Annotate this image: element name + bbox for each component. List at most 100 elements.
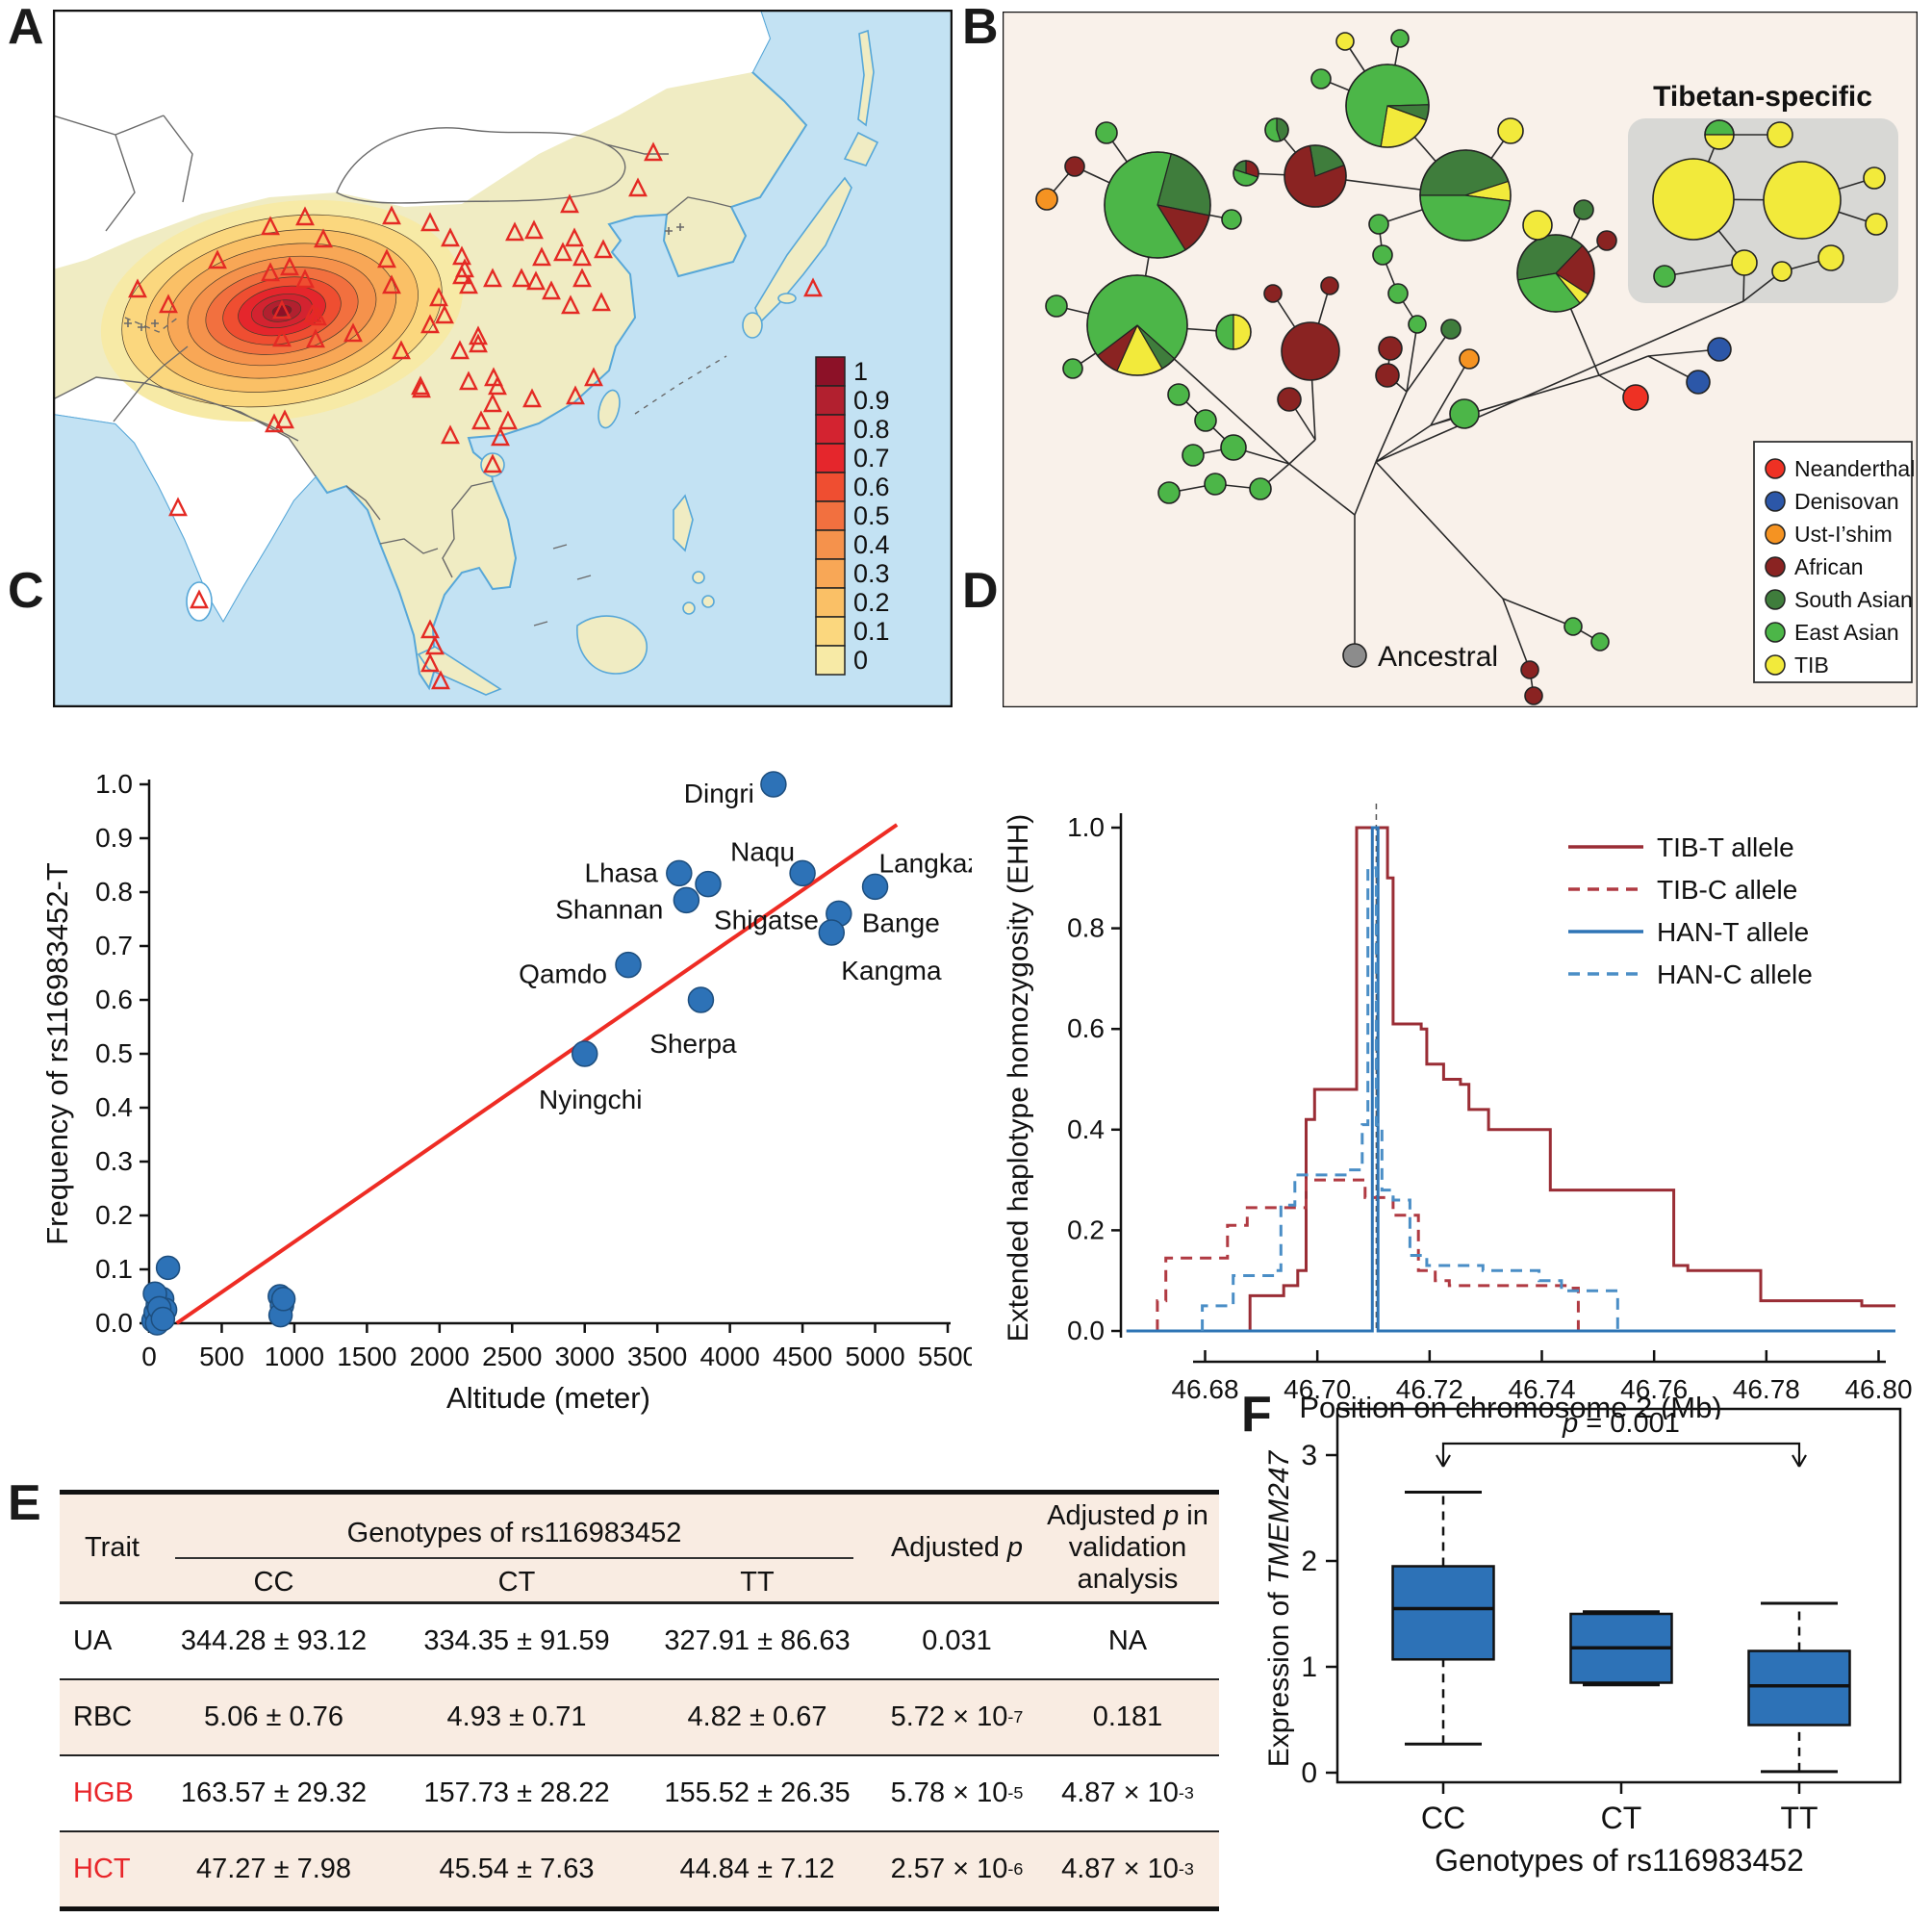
sample-site-marker [512,268,531,288]
haplotype-node-T6 [1865,213,1888,236]
sample-site-marker [303,303,322,323]
haplotype-node-y556 [1522,210,1553,241]
plot-frame [1335,1407,1902,1784]
sample-site-marker [435,304,454,324]
point-label: Naqu [730,836,795,866]
sample-site-marker [455,258,474,278]
point-label: Shannan [555,894,663,924]
sample-site-marker [459,371,478,391]
colorbar-tick-label: 0.1 [853,617,890,646]
legend-swatch-UST [1765,524,1786,545]
box-TT [1747,1601,1851,1774]
legend-label: Neanderthal [1794,456,1915,481]
sample-site-marker [450,340,470,360]
scatter-point-Lhasa [666,859,693,887]
haplotype-node-g73 [1062,358,1083,379]
scatter-point-Langkazi [861,873,889,901]
haplotype-node-g173 [1157,481,1181,504]
series-TIB-T-allele [1126,826,1895,1333]
y-tick-label: 0.4 [95,1092,133,1122]
table-row-RBC: RBC 5.06 ± 0.76 4.93 ± 0.71 4.82 ± 0.67 5.72… [60,1678,1219,1754]
y-tick-label: 1 [1301,1651,1317,1683]
table-cell: 334.35 ± 91.59 [423,1625,610,1656]
p-value-label: p = 0.001 [1562,1408,1680,1439]
x-axis-label: Altitude (meter) [446,1381,650,1415]
allele-frequency-contours [100,199,464,422]
series-TIB-C-allele [1156,1178,1580,1331]
haplotype-node-g395 [1372,244,1393,266]
expression-boxplot: 0 1 2 3 CC CT TT Genotypes of rs116983452 Expres… [1265,1407,1902,1878]
haplotype-node-T10 [1818,244,1844,271]
x-tick-label: 1000 [265,1342,324,1371]
data-points: Dingri Naqu Lhasa Shannan Shigatse Langkazi Ba… [140,771,972,1336]
y-tick-label: 1.0 [1067,812,1105,842]
legend-swatch-NEA [1765,458,1786,479]
trait-name: HCT [73,1854,131,1884]
haplotype-node-af298 [1277,387,1302,412]
x-tick-label: 46.72 [1396,1374,1463,1404]
legend-swatch-TIB [1765,654,1786,676]
table-cell: 0.181 [1092,1701,1163,1732]
panel-label-d: D [962,563,999,619]
colorbar-tick-label: 0.2 [853,588,890,617]
allele-frequency-map: 10.90.80.70.60.50.40.30.20.10 [53,10,953,707]
table-cell: 5.72 × 10 -7 [890,1701,1024,1732]
table-cell: 2.57 × 10 -6 [890,1854,1024,1884]
panel-label-e: E [8,1475,41,1531]
sample-site-marker [565,227,584,247]
haplotype-node-p285 [1264,117,1289,142]
haplotype-network: Tibetan-specific Ancestral Neanderthal Deni… [1003,12,1918,707]
haplotype-node-af400 [1375,363,1400,388]
axes [140,780,951,1333]
sample-site-marker [392,340,411,360]
colorbar-tick-label: 0.4 [853,530,890,559]
sample-site-marker [261,262,280,282]
haplotype-node-g593 [1563,617,1583,636]
x-tick-label: CC [1421,1801,1465,1835]
scatter-point-Qamdo [615,951,642,979]
scatter-point-Shigatse [695,870,722,898]
regression-line [175,823,899,1325]
haplotype-node-bg1 [1104,151,1211,259]
haplotype-node-y528 [1497,117,1524,144]
sample-site-marker [420,314,440,334]
colorbar-tick-label: 0.5 [853,501,890,530]
sample-site-marker [441,227,460,247]
x-tick-label: 2500 [482,1342,542,1371]
point-label: Kangma [841,956,942,985]
sample-site-marker [483,453,502,473]
sample-site-marker [168,497,188,517]
sample-site-marker [491,426,510,447]
table-cell: 44.84 ± 7.12 [679,1854,835,1884]
x-tick-label: 2000 [410,1342,470,1371]
legend-label: TIB-C allele [1657,875,1797,905]
y-tick-label: 0.1 [95,1254,133,1284]
sample-site-marker [441,424,460,445]
table-cell: 4.93 ± 0.71 [446,1701,587,1732]
box-CT [1569,1610,1673,1687]
sample-site-marker [431,670,450,690]
colorbar-tick-label: 0.3 [853,559,890,588]
col-header-adjusted-p: Adjusted p [890,1532,1024,1563]
table-cell: 0.031 [922,1625,992,1656]
scatter-point [155,1255,181,1281]
sample-site-marker [280,256,299,276]
col-header-tt: TT [740,1567,775,1598]
y-axis-label: Frequency of rs116983452-T [40,862,74,1245]
frequency-altitude-scatter: 0.0 0.1 0.2 0.3 0.4 0.5 0.6 0.7 0.8 0.9 1.0 0 500 100… [40,769,972,1415]
sample-site-marker [261,216,280,236]
sample-site-marker [532,246,551,267]
sample-site-marker [128,278,147,298]
sample-site-marker [314,228,333,248]
sample-site-marker [272,327,292,347]
table-cell: 4.82 ± 0.67 [687,1701,827,1732]
y-tick-label: 2 [1301,1546,1317,1577]
haplotype-node-af403 [1378,336,1403,361]
haplotype-node-nea [1622,384,1649,411]
sample-site-marker [471,410,491,430]
haplotype-node-dg604 [1573,199,1594,220]
scatter-point-Sherpa [687,986,715,1013]
y-tick-label: 0 [1301,1757,1317,1789]
axes [1111,813,1886,1364]
y-tick-label: 0.3 [95,1146,133,1176]
